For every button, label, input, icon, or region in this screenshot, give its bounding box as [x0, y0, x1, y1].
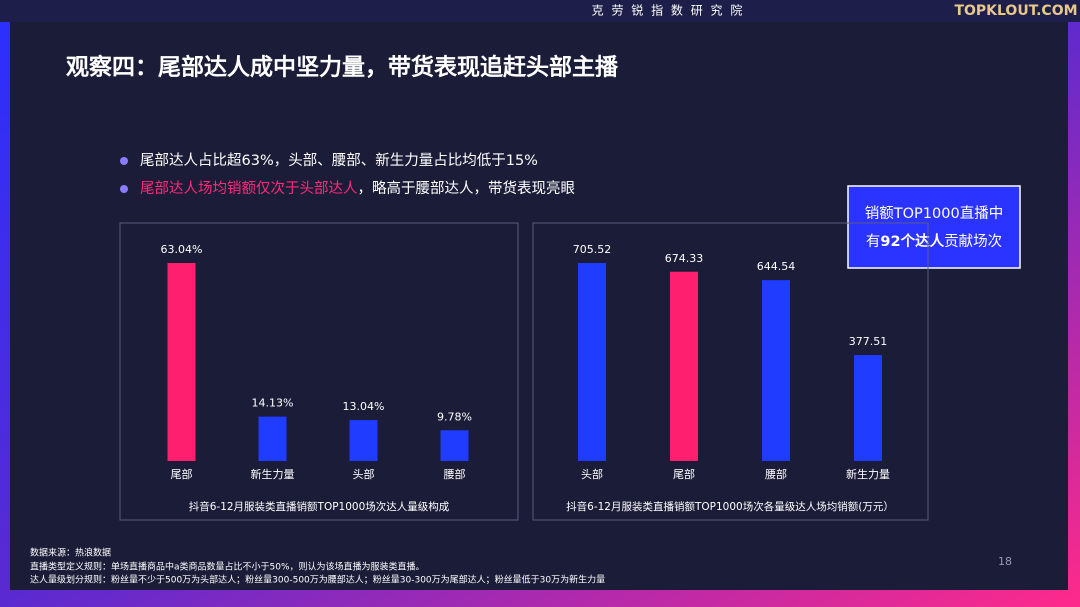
callout-highlight: 92个达人: [880, 232, 944, 250]
bar: [854, 355, 882, 461]
category-label: 头部: [581, 467, 603, 481]
callout-prefix: 有: [866, 233, 881, 250]
value-label: 644.54: [757, 260, 796, 273]
bullet-dot: [120, 185, 128, 193]
category-label: 新生力量: [251, 467, 295, 481]
bullet-highlight: 尾部达人场均销额仅次于头部达人: [140, 180, 358, 197]
value-label: 377.51: [849, 335, 888, 348]
bar: [440, 430, 469, 461]
category-label: 腰部: [444, 467, 466, 481]
footnote: 数据来源：热浪数据: [30, 547, 111, 559]
bullet-dot: [120, 157, 128, 165]
chart-caption: 抖音6-12月服装类直播销额TOP1000场次各量级达人场均销额(万元）: [566, 500, 894, 513]
chart-frame: [119, 222, 519, 521]
category-label: 腰部: [765, 467, 787, 481]
bar: [578, 263, 606, 461]
bar: [258, 416, 287, 461]
footnote: 直播类型定义规则：单场直播商品中a类商品数量占比不小于50%，则认为该场直播为服…: [30, 561, 425, 573]
category-label: 尾部: [673, 467, 695, 481]
slide-title: 观察四：尾部达人成中坚力量，带货表现追赶头部主播: [66, 54, 619, 81]
bullet: 尾部达人场均销额仅次于头部达人，略高于腰部达人，带货表现亮眼: [140, 180, 575, 197]
bar: [762, 280, 790, 461]
bar: [670, 271, 698, 461]
callout-line: 销额TOP1000直播中: [865, 205, 1003, 222]
bullet-text: ，略高于腰部达人，带货表现亮眼: [358, 180, 576, 197]
category-label: 头部: [353, 467, 375, 481]
institute: 克 劳 锐 指 数 研 究 院: [592, 3, 745, 18]
value-label: 674.33: [665, 252, 704, 265]
chart-frame: [532, 222, 929, 521]
top-strip: [0, 0, 1080, 22]
value-label: 9.78%: [437, 410, 472, 423]
callout-line: 有92个达人贡献场次: [866, 232, 1002, 250]
page-number: 18: [998, 555, 1012, 568]
value-label: 63.04%: [161, 243, 203, 256]
value-label: 13.04%: [343, 400, 385, 413]
bar: [167, 263, 196, 461]
chart-caption: 抖音6-12月服装类直播销额TOP1000场次达人量级构成: [189, 500, 450, 513]
value-label: 14.13%: [252, 397, 294, 410]
footnote: 达人量级划分规则：粉丝量不少于500万为头部达人；粉丝量300-500万为腰部达…: [30, 574, 605, 586]
callout-box: [847, 185, 1021, 269]
category-label: 尾部: [171, 467, 193, 481]
value-label: 705.52: [573, 243, 612, 256]
bar: [349, 420, 378, 461]
category-label: 新生力量: [846, 467, 890, 481]
logo: TOPKLOUT.COM: [954, 3, 1077, 19]
callout-suffix: 贡献场次: [944, 233, 1002, 250]
bullet: 尾部达人占比超63%，头部、腰部、新生力量占比均低于15%: [140, 152, 538, 169]
